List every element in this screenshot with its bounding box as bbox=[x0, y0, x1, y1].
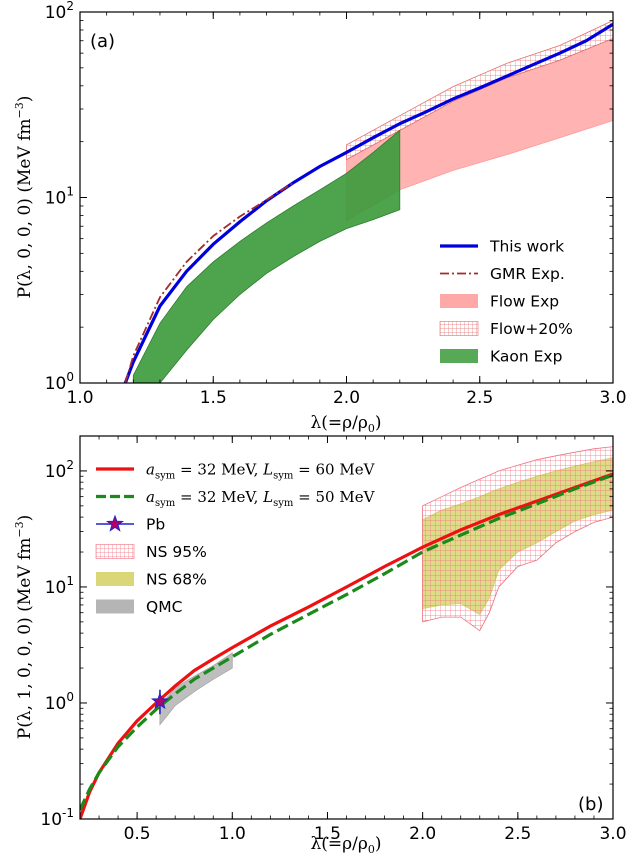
legend-item-a: This work bbox=[440, 238, 564, 256]
series-gmr-exp-a bbox=[124, 182, 294, 383]
series-qmc-b bbox=[159, 652, 233, 726]
legend-swatch bbox=[440, 294, 478, 308]
y-axis-label-a: P(λ, 0, 0, 0) (MeV fm−3) bbox=[13, 96, 35, 299]
legend-swatch-marker bbox=[106, 514, 124, 532]
legend-label: Flow Exp bbox=[490, 293, 559, 311]
legend-label: GMR Exp. bbox=[490, 265, 565, 283]
legend-b: asym = 32 MeV, Lsym = 60 MeV asym = 32 Me… bbox=[95, 461, 376, 616]
x-tick-label-a: 3.0 bbox=[599, 388, 626, 408]
x-tick-label-a: 1.5 bbox=[200, 388, 227, 408]
y-tick-label-b: 101 bbox=[45, 574, 74, 598]
legend-label: asym = 32 MeV, Lsym = 50 MeV bbox=[146, 488, 376, 509]
x-axis-label-b: λ(=ρ/ρ0) bbox=[310, 834, 381, 854]
legend-swatch bbox=[95, 544, 135, 559]
x-tick-label-b: 2.0 bbox=[409, 824, 436, 844]
legend-label: NS 68% bbox=[146, 571, 207, 589]
pb-star-marker bbox=[150, 692, 169, 710]
series-kaon-exp-a bbox=[132, 129, 401, 383]
panel-label-b: (b) bbox=[578, 794, 603, 815]
legend-label: Flow+20% bbox=[490, 320, 573, 338]
y-tick-label-b: 100 bbox=[45, 690, 74, 714]
legend-swatch bbox=[439, 321, 479, 336]
legend-label: Pb bbox=[146, 516, 165, 534]
legend-label: This work bbox=[489, 238, 564, 256]
y-tick-label-b: 10-1 bbox=[40, 806, 74, 830]
y-axis-label-b: P(λ, 1, 0, 0, 0) (MeV fm−3) bbox=[13, 515, 35, 739]
series-ns-95-b bbox=[422, 446, 613, 632]
legend-label: NS 95% bbox=[146, 543, 207, 561]
legend-item-b: Pb bbox=[96, 514, 165, 534]
legend-label: asym = 32 MeV, Lsym = 60 MeV bbox=[146, 461, 376, 482]
x-tick-label-b: 1.0 bbox=[219, 824, 246, 844]
legend-item-b: asym = 32 MeV, Lsym = 50 MeV bbox=[96, 488, 376, 509]
series-a-sym-32-mev-l-sym-50-mev-b bbox=[80, 473, 613, 811]
y-tick-label-b: 102 bbox=[45, 458, 74, 482]
legend-item-b: NS 95% bbox=[95, 543, 207, 561]
x-tick-label-b: 3.0 bbox=[599, 824, 626, 844]
y-tick-label-a: 100 bbox=[45, 370, 74, 394]
series-this-work-a bbox=[123, 22, 613, 383]
series-a-sym-32-mev-l-sym-60-mev-b bbox=[80, 472, 613, 819]
legend-item-a: Flow Exp bbox=[440, 293, 559, 311]
legend-swatch bbox=[96, 599, 134, 614]
panel-a: 1.0 1.5 2.0 2.5 3.0 100 101 102 (a) λ(=ρ/ρ0) P(… bbox=[13, 0, 627, 435]
panel-b: 0.5 1.0 1.5 2.0 2.5 3.0 10-1 100 101 102 (b) λ(=ρ… bbox=[13, 435, 627, 854]
legend-item-a: Flow+20% bbox=[439, 320, 573, 338]
legend-item-a: Kaon Exp bbox=[440, 348, 562, 366]
legend-label: Kaon Exp bbox=[490, 348, 562, 366]
legend-swatch bbox=[96, 572, 134, 586]
y-tick-label-a: 102 bbox=[45, 0, 74, 23]
x-tick-label-b: 1.5 bbox=[314, 824, 341, 844]
legend-label: QMC bbox=[146, 598, 182, 616]
x-tick-label-a: 1.0 bbox=[66, 388, 93, 408]
legend-a: This work GMR Exp. Flow Exp Flow+20% Kaon Ex… bbox=[439, 238, 573, 366]
legend-item-b: NS 68% bbox=[96, 571, 207, 589]
legend-item-a: GMR Exp. bbox=[440, 265, 565, 283]
legend-swatch bbox=[440, 349, 478, 363]
legend-item-b: asym = 32 MeV, Lsym = 60 MeV bbox=[96, 461, 376, 482]
panel-label-a: (a) bbox=[90, 31, 115, 52]
x-tick-label-b: 2.5 bbox=[504, 824, 531, 844]
x-tick-label-a: 2.5 bbox=[466, 388, 493, 408]
x-tick-label-b: 0.5 bbox=[124, 824, 151, 844]
x-tick-label-a: 2.0 bbox=[333, 388, 360, 408]
x-axis-label-a: λ(=ρ/ρ0) bbox=[310, 413, 381, 435]
y-tick-label-a: 101 bbox=[45, 185, 74, 209]
legend-item-b: QMC bbox=[96, 598, 182, 616]
